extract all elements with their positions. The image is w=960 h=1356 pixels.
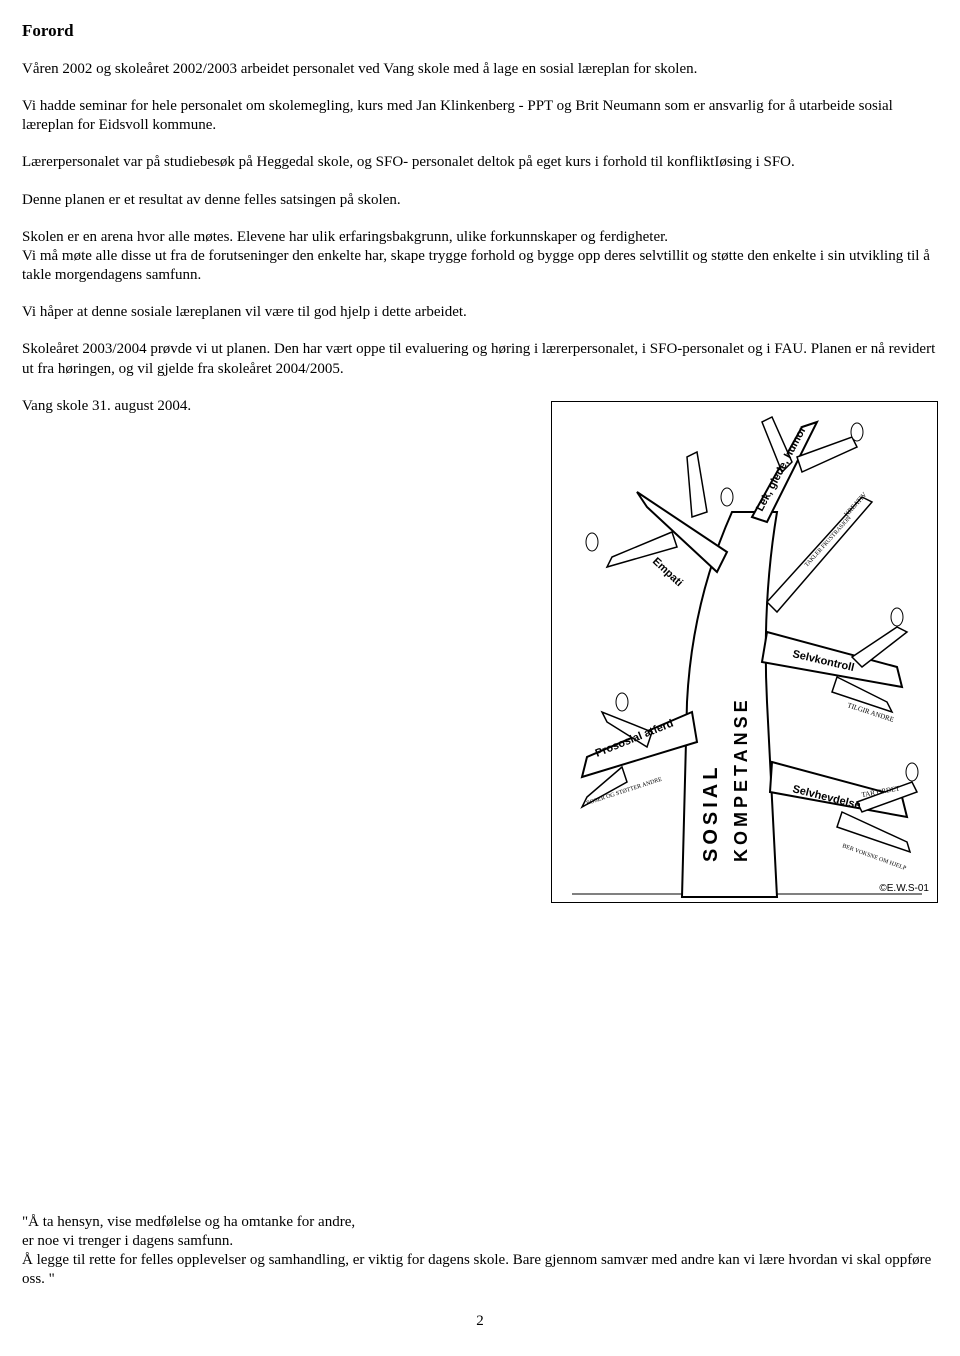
tree-svg: SOSIAL KOMPETANSE Empati Lek, glede, hum… <box>552 402 937 902</box>
paragraph: Våren 2002 og skoleåret 2002/2003 arbeid… <box>22 60 938 79</box>
paragraph: Skoleåret 2003/2004 prøvde vi ut planen.… <box>22 340 938 378</box>
trunk-label-1: SOSIAL <box>700 763 722 861</box>
page-number: 2 <box>22 1312 938 1331</box>
quote-text: Å legge til rette for felles opplevelser… <box>22 1252 545 1268</box>
illustration-signature: ©E.W.S-01 <box>879 883 929 896</box>
tree-illustration: SOSIAL KOMPETANSE Empati Lek, glede, hum… <box>551 401 938 903</box>
paragraph: Vi hadde seminar for hele personalet om … <box>22 97 938 135</box>
paragraph: Skolen er en arena hvor alle møtes. Elev… <box>22 228 938 247</box>
paragraph: Lærerpersonalet var på studiebesøk på He… <box>22 153 938 172</box>
trunk-label-2: KOMPETANSE <box>731 696 751 862</box>
quote-line: "Å ta hensyn, vise medfølelse og ha omta… <box>22 1213 938 1232</box>
paragraph: Vi håper at denne sosiale læreplanen vil… <box>22 303 938 322</box>
quote-line: er noe vi trenger i dagens samfunn. <box>22 1232 938 1251</box>
paragraph: Denne planen er et resultat av denne fel… <box>22 191 938 210</box>
twig-label: TAKLER FRUSTRASJON <box>804 515 853 569</box>
paragraph: Vi må møte alle disse ut fra de forutsen… <box>22 247 938 285</box>
quote-line: Å legge til rette for felles opplevelser… <box>22 1251 938 1289</box>
footer-quote: "Å ta hensyn, vise medfølelse og ha omta… <box>22 1213 938 1290</box>
page-title: Forord <box>22 20 938 42</box>
branch-empati: Empati <box>650 555 685 589</box>
paragraph-group: Skolen er en arena hvor alle møtes. Elev… <box>22 228 938 286</box>
